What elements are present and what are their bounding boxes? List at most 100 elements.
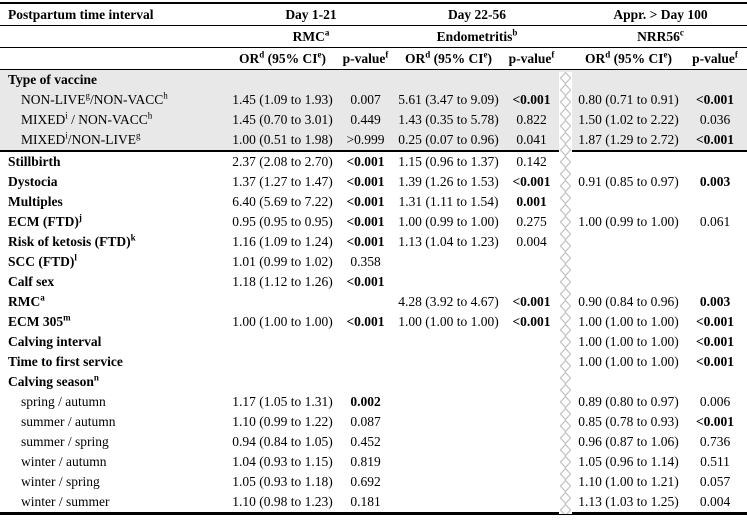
or-ci-cell: [394, 432, 503, 452]
or-ci-cell: 1.16 (1.09 to 1.24): [232, 234, 333, 249]
or-label: OR: [584, 50, 606, 66]
seam-gap-cell: [560, 392, 574, 412]
or-ci-cell: [228, 292, 337, 312]
or-ci-cell: 5.61 (3.47 to 9.09): [394, 90, 503, 110]
p-value-cell: [337, 292, 394, 312]
header-pvalue-1: p-valuef: [337, 47, 394, 70]
row-label: winter / autumn: [21, 454, 107, 469]
table-row: Stillbirth 2.37 (2.08 to 2.70) <0.001 1.15 …: [0, 151, 747, 172]
or-ci-cell: [228, 69, 337, 90]
or-ci-cell: 1.00 (1.00 to 1.00): [578, 334, 679, 349]
p-value-cell: <0.001: [683, 130, 747, 152]
p-value-cell: <0.001: [346, 234, 385, 249]
p-label: p-value: [342, 50, 386, 66]
seam-gap-cell: [560, 69, 574, 90]
p-value-cell: >0.999: [337, 130, 394, 152]
table-row: NON-LIVEg/NON-VACCh 1.45 (1.09 to 1.93) 0.…: [0, 90, 747, 110]
seam-gap-cell: [560, 472, 574, 492]
outcome-label: Endometritis: [436, 28, 513, 44]
footnote-marker: k: [130, 232, 136, 243]
table-row: Calf sex 1.18 (1.12 to 1.26) <0.001: [0, 272, 747, 292]
seam-gap-cell: [560, 252, 574, 272]
p-value-cell: 0.003: [699, 174, 731, 189]
seam-gap-cell: [560, 151, 574, 172]
or-ci-cell: 1.00 (0.51 to 1.98): [228, 130, 337, 152]
outcome-label: RMC: [292, 28, 325, 44]
or-ci-cell: 0.89 (0.80 to 0.97): [578, 394, 679, 409]
or-ci-cell: 6.40 (5.69 to 7.22): [232, 194, 333, 209]
row-label: Multiples: [8, 194, 63, 209]
footnote-marker: e: [663, 49, 668, 59]
footnote-marker: g: [85, 90, 90, 101]
table-row: spring / autumn 1.17 (1.05 to 1.31) 0.002 0…: [0, 392, 747, 412]
p-value-cell: [337, 352, 394, 372]
row-label: summer / autumn: [21, 414, 116, 429]
row-label: SCC (FTD)l: [8, 252, 77, 269]
p-value-cell: 0.057: [699, 474, 731, 489]
or-ci-cell: 0.80 (0.71 to 0.91): [574, 90, 683, 110]
or-ci-cell: 1.00 (1.00 to 1.00): [398, 314, 499, 329]
or-ci-cell: 0.25 (0.07 to 0.96): [394, 130, 503, 152]
seam-gap-cell: [560, 352, 574, 372]
or-ci-cell: [228, 372, 337, 392]
ci-label: (95% CI: [610, 50, 664, 66]
header-seam-gap: [560, 3, 574, 26]
header-outcome-rmc: RMCa: [228, 25, 394, 48]
or-ci-cell: [394, 392, 503, 412]
row-label: spring / autumn: [21, 394, 106, 409]
footnote-marker: d: [605, 49, 611, 59]
p-value-cell: [503, 69, 560, 90]
ci-close: ): [487, 50, 493, 66]
header-day-100: Appr. > Day 100: [574, 3, 747, 26]
or-ci-cell: 2.37 (2.08 to 2.70): [232, 154, 333, 169]
table-body: Type of vaccine NON-LIVEg/NON-VACCh 1.45 (…: [0, 69, 747, 514]
row-label: Risk of ketosis (FTD)k: [8, 232, 136, 249]
p-value-cell: [503, 492, 560, 514]
table-row: MIXEDi / NON-VACCh 1.45 (0.70 to 3.01) 0.4…: [0, 110, 747, 130]
header-measure-empty: [0, 47, 228, 70]
p-value-cell: 0.007: [337, 90, 394, 110]
or-ci-cell: 0.91 (0.85 to 0.97): [578, 174, 679, 189]
or-ci-cell: [394, 352, 503, 372]
p-value-cell: 0.087: [350, 414, 381, 429]
table-row: summer / spring 0.94 (0.84 to 1.05) 0.452 0…: [0, 432, 747, 452]
or-ci-cell: 1.04 (0.93 to 1.15): [232, 454, 333, 469]
or-ci-cell: 1.43 (0.35 to 5.78): [394, 110, 503, 130]
p-value-cell: <0.001: [695, 414, 735, 429]
or-ci-cell: [394, 452, 503, 472]
or-ci-cell: 1.00 (0.99 to 1.00): [398, 214, 499, 229]
row-label: ECM (FTD)j: [8, 212, 82, 229]
or-ci-cell: 1.31 (1.11 to 1.54): [398, 194, 499, 209]
ci-close: ): [667, 50, 673, 66]
row-label: Calving interval: [8, 334, 102, 349]
p-value-cell: 0.511: [700, 454, 730, 469]
p-value-cell: 0.061: [699, 214, 731, 229]
header-outcome-empty: [0, 25, 228, 48]
p-value-cell: [683, 272, 747, 292]
or-ci-cell: 1.10 (1.00 to 1.21): [578, 474, 679, 489]
or-ci-cell: 1.13 (1.04 to 1.23): [398, 234, 499, 249]
or-label: OR: [238, 50, 260, 66]
p-value-cell: 0.449: [337, 110, 394, 130]
p-value-cell: 0.181: [350, 494, 381, 509]
footnote-marker: a: [324, 27, 330, 37]
p-value-cell: [503, 412, 560, 432]
p-value-cell: [503, 392, 560, 412]
seam-gap-cell: [560, 492, 574, 514]
p-value-cell: 0.692: [350, 474, 381, 489]
or-ci-cell: 1.87 (1.29 to 2.72): [574, 130, 683, 152]
row-label: Calving seasonn: [8, 372, 99, 389]
header-day-1-21: Day 1-21: [228, 3, 394, 26]
footnote-marker: i: [65, 130, 68, 141]
p-value-cell: [503, 452, 560, 472]
or-ci-cell: 1.15 (0.96 to 1.37): [398, 154, 499, 169]
p-value-cell: 0.003: [699, 294, 731, 309]
footnote-marker: e: [483, 49, 488, 59]
table-row: SCC (FTD)l 1.01 (0.99 to 1.02) 0.358: [0, 252, 747, 272]
p-value-cell: 0.002: [350, 394, 381, 409]
p-value-cell: [337, 372, 394, 392]
or-ci-cell: 1.10 (0.98 to 1.23): [232, 494, 333, 509]
or-ci-cell: [574, 272, 683, 292]
p-value-cell: 0.275: [516, 214, 547, 229]
table-row: Dystocia 1.37 (1.27 to 1.47) <0.001 1.39 (1…: [0, 172, 747, 192]
